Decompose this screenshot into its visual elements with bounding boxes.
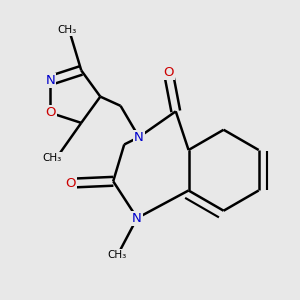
Text: N: N [46, 74, 55, 87]
Text: CH₃: CH₃ [107, 250, 127, 260]
Text: CH₃: CH₃ [42, 153, 62, 163]
Text: N: N [132, 212, 142, 225]
Text: CH₃: CH₃ [57, 25, 76, 35]
Text: O: O [163, 66, 174, 79]
Text: O: O [45, 106, 56, 119]
Text: O: O [66, 177, 76, 190]
Text: N: N [134, 130, 144, 144]
